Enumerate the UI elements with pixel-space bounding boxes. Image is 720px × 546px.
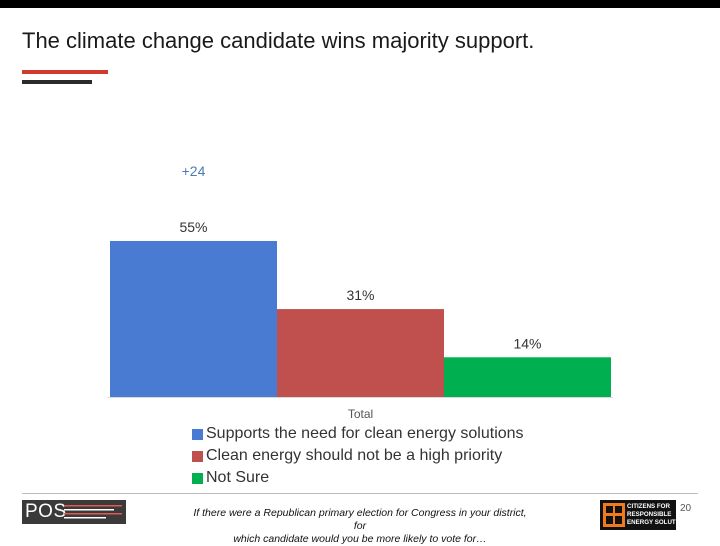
legend-label-not-sure: Not Sure	[206, 469, 270, 486]
top-bar	[0, 0, 720, 8]
partner-logo-mark-icon	[603, 503, 625, 527]
partner-logo-text: CITIZENS FOR RESPONSIBLE ENERGY SOLUTION…	[627, 503, 691, 527]
partner-logo-line-1: CITIZENS FOR	[627, 503, 670, 510]
legend-swatch-supports	[192, 428, 203, 440]
legend-label-not-priority: Clean energy should not be a high priori…	[206, 447, 503, 464]
legend-swatch-not-sure	[192, 472, 203, 484]
bar-chart: 55% 31% 14% Total +24	[108, 163, 613, 420]
legend-item-not-sure: Not Sure	[192, 467, 524, 489]
legend: Supports the need for clean energy solut…	[192, 423, 524, 489]
bar-not-sure	[444, 357, 611, 397]
partner-logo: CITIZENS FOR RESPONSIBLE ENERGY SOLUTION…	[600, 500, 691, 530]
page-number: 20	[680, 503, 692, 514]
legend-item-not-priority: Clean energy should not be a high priori…	[192, 445, 524, 467]
partner-logo-line-2: RESPONSIBLE	[627, 511, 672, 518]
data-label-not-priority: 31%	[346, 287, 374, 303]
slide-title: The climate change candidate wins majori…	[22, 28, 535, 53]
footer-divider	[22, 493, 698, 494]
data-label-not-sure: 14%	[513, 335, 541, 351]
title-accent-dark	[22, 80, 92, 84]
legend-item-supports: Supports the need for clean energy solut…	[192, 423, 524, 445]
pos-logo: POS	[22, 500, 126, 524]
footnote: If there were a Republican primary elect…	[190, 507, 530, 546]
pos-logo-stripes-icon	[64, 505, 122, 519]
footnote-line-1: If there were a Republican primary elect…	[193, 507, 527, 532]
bar-supports	[110, 241, 277, 397]
legend-swatch-not-priority	[192, 450, 203, 462]
bar-not-priority	[277, 309, 444, 397]
data-label-supports: 55%	[179, 219, 207, 235]
partner-logo-line-3: ENERGY SOLUTIONS	[627, 519, 691, 526]
pos-logo-text: POS	[25, 501, 67, 522]
difference-annotation: +24	[182, 163, 206, 179]
legend-label-supports: Supports the need for clean energy solut…	[206, 425, 524, 442]
title-accent-red	[22, 70, 108, 74]
category-label: Total	[348, 407, 373, 420]
